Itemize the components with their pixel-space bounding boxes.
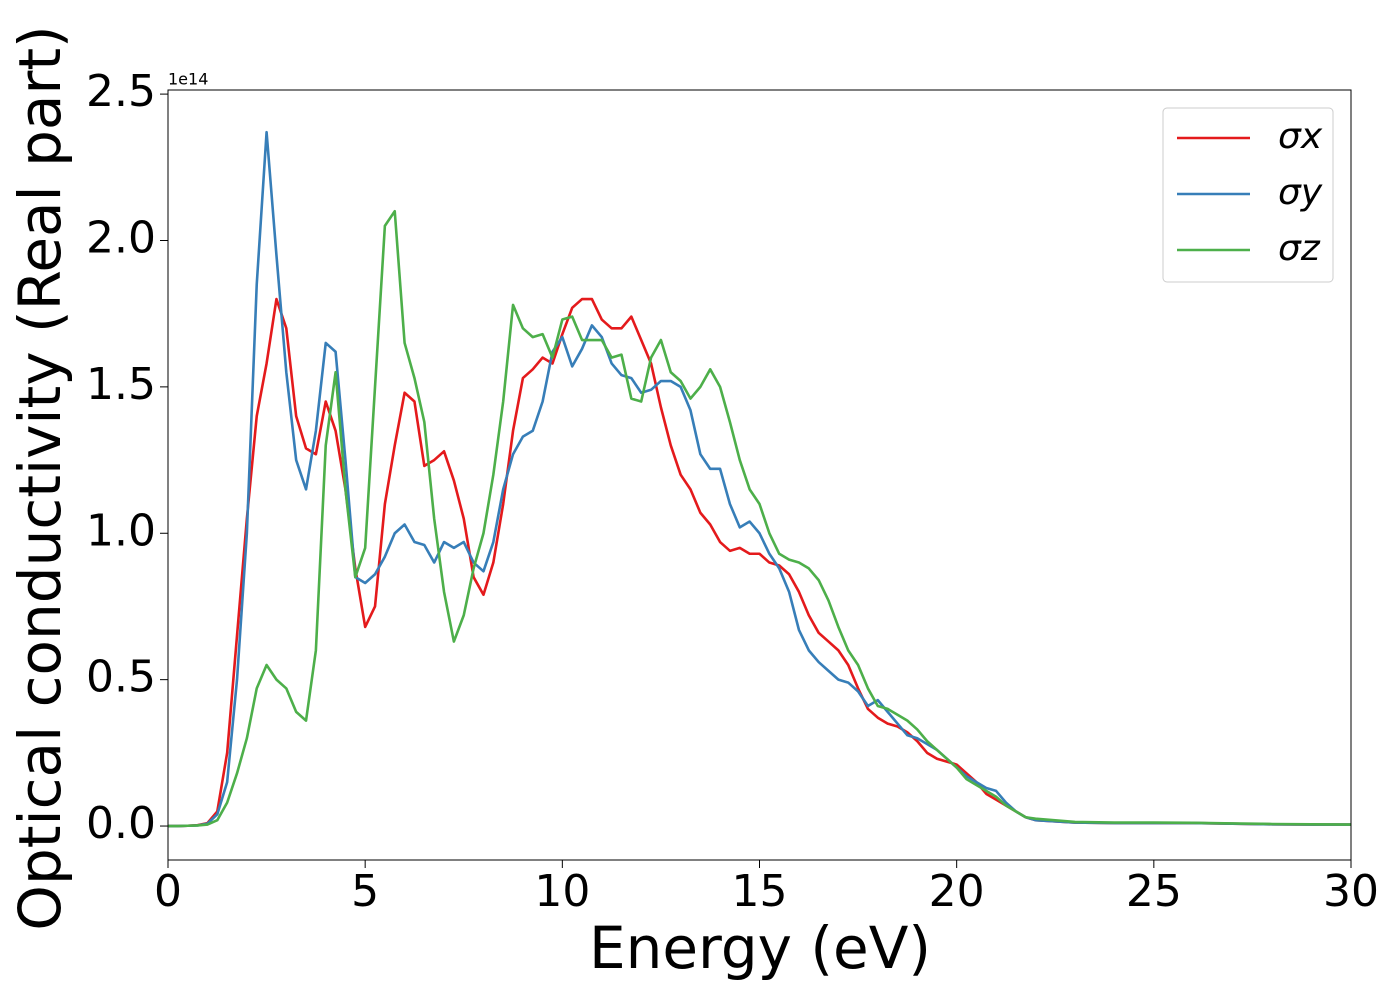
y-tick-label: 0.0 xyxy=(86,798,156,849)
legend-label: σy xyxy=(1278,172,1323,213)
series-line xyxy=(168,297,1351,828)
y-tick-label: 2.0 xyxy=(86,212,156,263)
x-tick-label: 0 xyxy=(154,866,182,917)
y-axis-label: Optical conductivity (Real part) xyxy=(6,25,74,930)
y-tick-label: 0.5 xyxy=(86,652,156,703)
y-tick-label: 1.5 xyxy=(86,359,156,410)
offset-text: 1e14 xyxy=(168,70,208,89)
legend-label: σz xyxy=(1278,228,1321,269)
y-tick-label: 2.5 xyxy=(86,66,156,117)
series-line xyxy=(168,209,1351,828)
x-tick-label: 30 xyxy=(1323,866,1379,917)
plot-frame xyxy=(167,89,1352,861)
x-tick-label: 10 xyxy=(534,866,590,917)
x-tick-label: 15 xyxy=(732,866,788,917)
x-tick-label: 5 xyxy=(351,866,379,917)
x-tick-label: 20 xyxy=(929,866,985,917)
x-axis-label: Energy (eV) xyxy=(589,914,931,982)
legend-label: σx xyxy=(1278,116,1323,157)
y-tick-label: 1.0 xyxy=(86,505,156,556)
x-tick-label: 25 xyxy=(1126,866,1182,917)
